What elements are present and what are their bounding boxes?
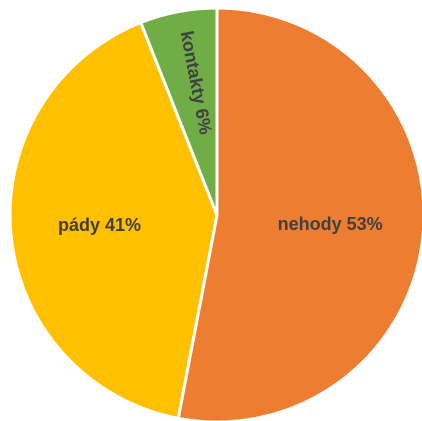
pie-label-nehody: nehody 53% xyxy=(278,214,383,234)
pie-label-pády: pády 41% xyxy=(58,215,141,235)
pie-slice-nehody xyxy=(176,6,422,421)
pie-slice-kontakty xyxy=(139,6,219,217)
pie-slices xyxy=(8,6,422,421)
pie-slice-pády xyxy=(8,21,219,420)
